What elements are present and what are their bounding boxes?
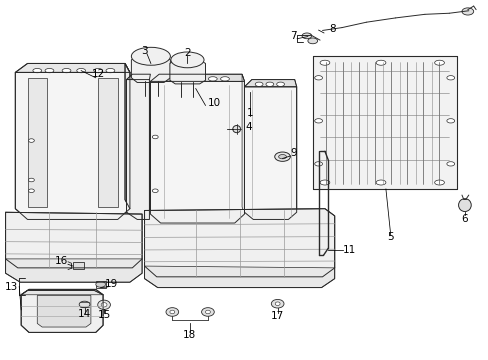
Polygon shape xyxy=(126,74,150,80)
Ellipse shape xyxy=(45,68,54,73)
Polygon shape xyxy=(15,72,130,220)
Ellipse shape xyxy=(220,77,229,81)
Text: 13: 13 xyxy=(5,282,18,292)
Ellipse shape xyxy=(446,119,454,123)
Ellipse shape xyxy=(434,60,444,65)
Ellipse shape xyxy=(375,60,385,65)
Ellipse shape xyxy=(255,82,263,86)
Ellipse shape xyxy=(94,68,102,73)
Text: 15: 15 xyxy=(97,310,110,320)
Polygon shape xyxy=(125,63,130,209)
Polygon shape xyxy=(126,80,149,220)
Text: 19: 19 xyxy=(105,279,118,289)
Ellipse shape xyxy=(461,8,473,15)
Ellipse shape xyxy=(265,82,273,86)
Text: 11: 11 xyxy=(342,244,355,255)
Polygon shape xyxy=(144,266,334,288)
Ellipse shape xyxy=(28,189,34,193)
Ellipse shape xyxy=(458,199,470,212)
Text: 8: 8 xyxy=(328,24,335,34)
Ellipse shape xyxy=(208,77,217,81)
Polygon shape xyxy=(244,87,296,220)
Polygon shape xyxy=(98,78,118,207)
Ellipse shape xyxy=(320,180,329,185)
Ellipse shape xyxy=(314,119,322,123)
Ellipse shape xyxy=(164,77,173,81)
Polygon shape xyxy=(27,78,47,207)
Ellipse shape xyxy=(77,68,85,73)
Polygon shape xyxy=(21,289,103,332)
Polygon shape xyxy=(37,296,91,327)
Ellipse shape xyxy=(28,139,34,142)
Ellipse shape xyxy=(96,282,105,287)
Ellipse shape xyxy=(375,180,385,185)
Text: 14: 14 xyxy=(78,310,91,319)
Ellipse shape xyxy=(170,52,203,68)
Ellipse shape xyxy=(101,303,107,307)
Text: 16: 16 xyxy=(55,256,68,266)
Text: 2: 2 xyxy=(184,48,190,58)
Text: 3: 3 xyxy=(141,46,147,56)
Polygon shape xyxy=(96,281,105,288)
Polygon shape xyxy=(150,81,244,223)
Ellipse shape xyxy=(274,152,290,161)
Ellipse shape xyxy=(276,82,284,86)
Polygon shape xyxy=(144,209,334,277)
Ellipse shape xyxy=(205,310,210,314)
Ellipse shape xyxy=(131,47,170,65)
Polygon shape xyxy=(242,74,244,214)
Text: 1: 1 xyxy=(246,108,253,118)
Text: 7: 7 xyxy=(289,31,296,41)
Polygon shape xyxy=(312,56,456,189)
Text: 6: 6 xyxy=(461,214,467,224)
Text: 10: 10 xyxy=(207,98,221,108)
Ellipse shape xyxy=(302,33,311,39)
Ellipse shape xyxy=(193,77,202,81)
Text: 12: 12 xyxy=(91,69,104,79)
Polygon shape xyxy=(73,262,83,269)
Ellipse shape xyxy=(446,76,454,80)
Ellipse shape xyxy=(62,68,71,73)
Ellipse shape xyxy=(106,68,115,73)
Ellipse shape xyxy=(232,126,240,133)
Polygon shape xyxy=(5,259,142,282)
Ellipse shape xyxy=(278,154,286,159)
Ellipse shape xyxy=(446,162,454,166)
Ellipse shape xyxy=(314,76,322,80)
Text: 5: 5 xyxy=(386,232,393,242)
Ellipse shape xyxy=(307,38,317,44)
Ellipse shape xyxy=(152,189,158,193)
Ellipse shape xyxy=(169,310,174,314)
Polygon shape xyxy=(21,291,103,295)
Ellipse shape xyxy=(152,135,158,139)
Text: 17: 17 xyxy=(270,311,284,320)
Ellipse shape xyxy=(165,308,178,316)
Ellipse shape xyxy=(275,302,280,306)
Polygon shape xyxy=(244,80,296,87)
Ellipse shape xyxy=(201,308,214,316)
Ellipse shape xyxy=(320,60,329,65)
Polygon shape xyxy=(131,56,170,82)
Ellipse shape xyxy=(179,77,187,81)
Ellipse shape xyxy=(33,68,41,73)
Text: 9: 9 xyxy=(289,148,296,158)
Polygon shape xyxy=(15,63,130,72)
Ellipse shape xyxy=(434,180,444,185)
Ellipse shape xyxy=(314,162,322,166)
Polygon shape xyxy=(150,74,244,81)
Ellipse shape xyxy=(28,178,34,182)
Ellipse shape xyxy=(271,300,284,308)
Ellipse shape xyxy=(79,301,90,308)
Ellipse shape xyxy=(98,300,110,310)
Text: 4: 4 xyxy=(244,122,251,132)
Text: 18: 18 xyxy=(183,330,196,340)
Polygon shape xyxy=(169,60,205,84)
Polygon shape xyxy=(5,212,142,268)
